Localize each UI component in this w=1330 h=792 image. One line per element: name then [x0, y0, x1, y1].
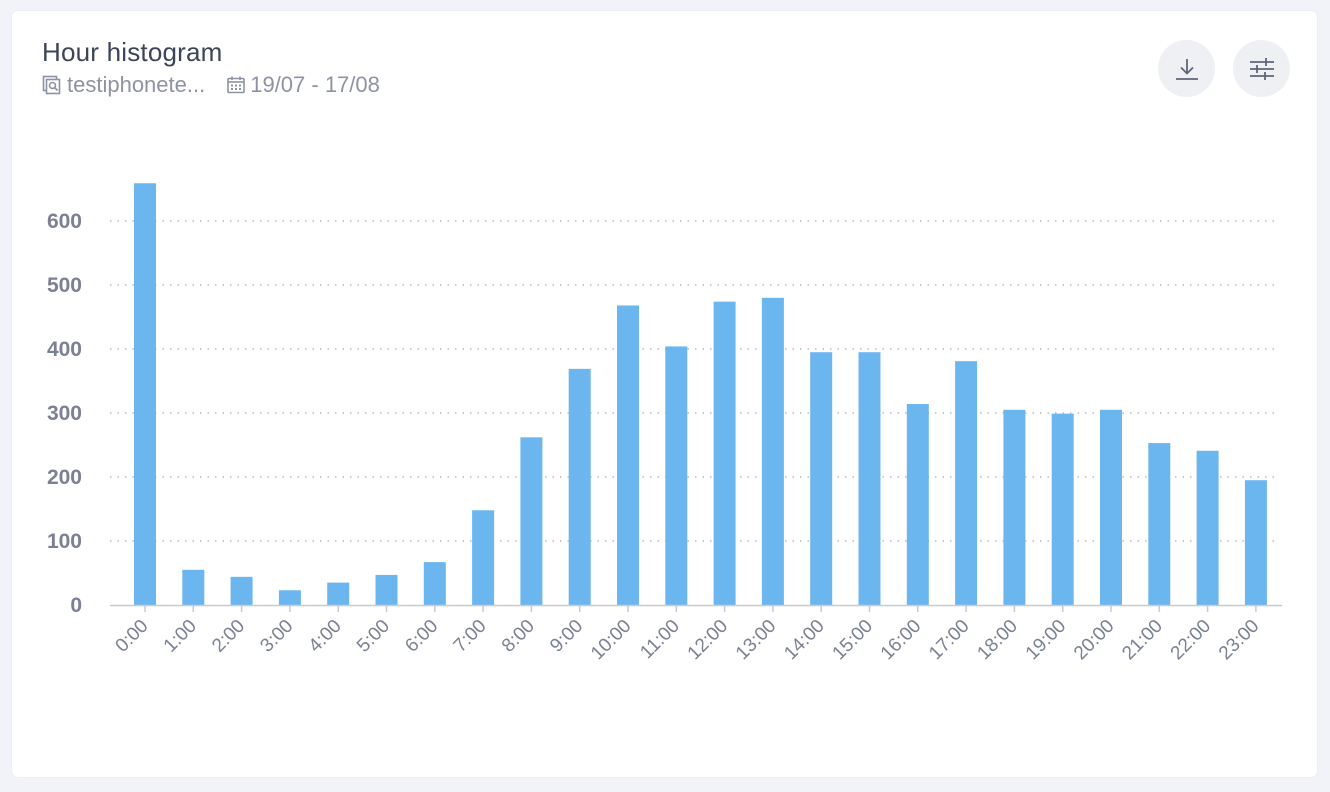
bar-1-00 — [182, 569, 205, 605]
x-tick-label: 21:00 — [1118, 616, 1166, 664]
x-tick-label: 19:00 — [1022, 616, 1070, 664]
bar-18-00 — [1003, 409, 1026, 605]
bar-0-00 — [134, 183, 156, 606]
x-tick-label: 22:00 — [1167, 616, 1215, 664]
bar-21-00 — [1148, 443, 1171, 605]
bar-3-00 — [278, 590, 301, 605]
date-range-filter[interactable]: 19/07 - 17/08 — [227, 72, 380, 98]
download-icon — [1175, 58, 1198, 80]
y-tick-label: 500 — [47, 274, 82, 297]
bar-23-00 — [1244, 480, 1267, 605]
y-tick-label: 300 — [47, 402, 82, 425]
x-tick-label: 8:00 — [498, 616, 539, 657]
chart-meta: testiphonete... 19/07 - 17/08 — [42, 72, 380, 98]
download-button[interactable] — [1158, 40, 1215, 97]
sliders-icon — [1249, 57, 1274, 80]
bar-19-00 — [1051, 413, 1074, 605]
bar-5-00 — [375, 574, 398, 605]
bar-6-00 — [423, 562, 446, 605]
x-tick-label: 9:00 — [546, 616, 587, 657]
bar-2-00 — [230, 576, 253, 605]
y-tick-label: 600 — [47, 210, 82, 233]
calendar-icon — [227, 76, 246, 94]
x-tick-label: 10:00 — [587, 616, 635, 664]
source-label: testiphonete... — [67, 72, 206, 97]
chart-title: Hour histogram — [42, 37, 223, 67]
x-tick-label: 18:00 — [973, 616, 1021, 664]
x-tick-label: 13:00 — [732, 616, 780, 664]
bar-13-00 — [761, 297, 784, 605]
bar-17-00 — [955, 361, 978, 605]
source-filter[interactable]: testiphonete... — [42, 72, 205, 98]
x-tick-label: 0:00 — [112, 616, 153, 657]
bar-11-00 — [665, 346, 688, 605]
bar-16-00 — [906, 404, 929, 605]
y-tick-label: 400 — [47, 338, 82, 361]
bar-22-00 — [1196, 450, 1219, 605]
x-tick-label: 23:00 — [1215, 616, 1263, 664]
x-tick-label: 4:00 — [305, 616, 346, 657]
x-tick-label: 5:00 — [353, 616, 394, 657]
y-tick-label: 200 — [47, 466, 82, 489]
bar-14-00 — [810, 352, 833, 605]
x-tick-label: 2:00 — [208, 616, 249, 657]
x-tick-label: 7:00 — [450, 616, 491, 657]
bar-12-00 — [713, 301, 736, 605]
x-tick-label: 6:00 — [401, 616, 442, 657]
y-tick-label: 100 — [47, 530, 82, 553]
x-tick-label: 20:00 — [1070, 616, 1118, 664]
bar-10-00 — [617, 305, 639, 605]
x-tick-label: 15:00 — [829, 616, 877, 664]
x-tick-label: 12:00 — [684, 616, 732, 664]
chart-settings-button[interactable] — [1233, 40, 1290, 97]
bar-4-00 — [327, 582, 350, 605]
x-tick-label: 16:00 — [877, 616, 925, 664]
report-search-icon — [42, 75, 61, 95]
bar-9-00 — [568, 368, 591, 605]
y-tick-label: 0 — [70, 594, 82, 617]
date-range-label: 19/07 - 17/08 — [250, 72, 380, 97]
x-tick-label: 17:00 — [925, 616, 973, 664]
x-tick-label: 1:00 — [160, 616, 201, 657]
x-tick-label: 3:00 — [256, 616, 297, 657]
bar-8-00 — [520, 437, 543, 605]
bar-20-00 — [1100, 409, 1122, 605]
bar-15-00 — [858, 352, 881, 605]
bar-7-00 — [472, 510, 495, 605]
x-tick-label: 11:00 — [636, 616, 683, 663]
x-tick-label: 14:00 — [780, 616, 828, 664]
histogram-card: Hour histogram testiphonete... — [12, 11, 1317, 777]
